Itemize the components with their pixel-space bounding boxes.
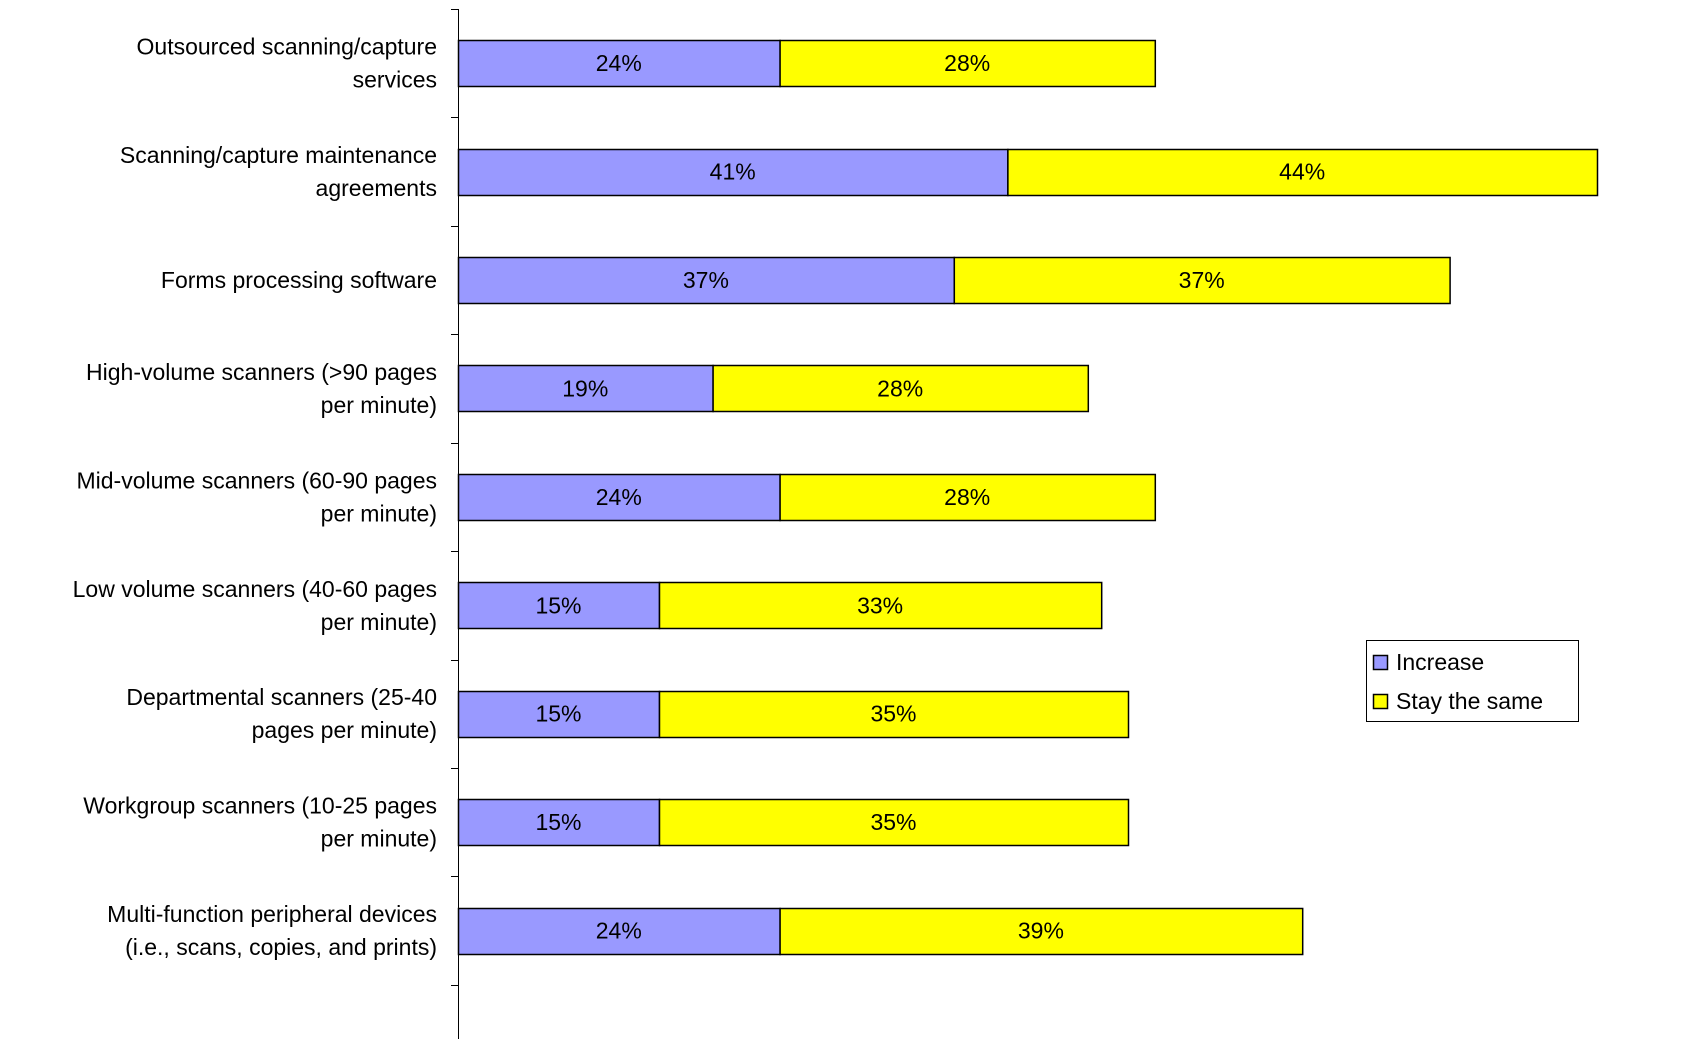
category-label-line: per minute) [321,392,437,418]
legend-swatch-increase [1372,654,1389,671]
category-label-line: Forms processing software [161,267,437,293]
data-label: 35% [870,701,916,727]
category-axis: Outsourced scanning/capture services Scann… [73,9,459,1039]
data-label: 28% [944,50,990,76]
data-label: 37% [683,267,729,293]
data-label: 35% [870,809,916,835]
category-label-line: Scanning/capture maintenance [120,142,437,168]
bar-stay-the-same [779,39,1157,88]
category-label-line: Multi-function peripheral devices [107,901,437,927]
bar-increase [457,256,956,305]
data-label: 39% [1018,918,1064,944]
category-label-line: per minute) [321,500,437,526]
bar-increase [457,39,781,88]
legend: Increase Stay the same [1366,640,1579,722]
legend-box [1366,640,1579,722]
category-label-line: per minute) [321,826,437,852]
category-label: Multi-function peripheral devices (i.e., … [107,901,437,960]
category-label-line: (i.e., scans, copies, and prints) [125,934,437,960]
bar-stay-the-same [712,364,1090,413]
data-label: 28% [944,484,990,510]
category-label-line: pages per minute) [252,717,437,743]
bar-stay-the-same [658,798,1130,847]
category-label: Workgroup scanners (10-25 pages per minut… [83,793,437,852]
category-label: Scanning/capture maintenance agreements [120,142,437,201]
bar-increase [457,690,661,739]
legend-label: Stay the same [1396,688,1543,714]
category-label-line: High-volume scanners (>90 pages [86,359,437,385]
data-label: 15% [535,809,581,835]
legend-label: Increase [1396,649,1484,675]
bar-stay-the-same [658,581,1103,630]
bar-stay-the-same [658,690,1130,739]
category-label-line: Workgroup scanners (10-25 pages [83,793,437,819]
bar-stay-the-same [779,907,1304,956]
data-label: 19% [562,375,608,401]
data-label: 33% [857,592,903,618]
bar-stay-the-same [953,256,1451,305]
category-label-line: services [353,67,437,93]
legend-swatch-stay-the-same [1372,693,1389,710]
category-label-line: Outsourced scanning/capture [137,34,437,60]
bar-stay-the-same [1007,148,1599,197]
category-label-line: Low volume scanners (40-60 pages [73,576,437,602]
category-label-line: Departmental scanners (25-40 [126,684,437,710]
bar-stay-the-same [779,473,1157,522]
category-label: Mid-volume scanners (60-90 pages per minu… [76,467,437,526]
bar-increase [457,364,714,413]
category-label: Departmental scanners (25-40 pages per mi… [126,684,437,743]
category-label: Outsourced scanning/capture services [137,34,437,93]
category-label-line: Mid-volume scanners (60-90 pages [76,467,437,493]
data-label: 24% [596,50,642,76]
data-label: 28% [877,375,923,401]
data-label: 24% [596,484,642,510]
data-label: 15% [535,701,581,727]
data-label: 15% [535,592,581,618]
bar-increase [457,148,1009,197]
category-label-line: per minute) [321,609,437,635]
data-label: 37% [1179,267,1225,293]
bars-layer: 24% 28% 41% 44% 37% 37% 19% 28% 24% 28% 15% 33% 15% 3… [457,39,1599,956]
category-label: High-volume scanners (>90 pages per minut… [86,359,437,418]
data-label: 44% [1279,159,1325,185]
data-label: 41% [710,159,756,185]
category-label: Forms processing software [161,267,437,293]
category-label-line: agreements [316,175,437,201]
data-label: 24% [596,918,642,944]
category-label: Low volume scanners (40-60 pages per minu… [73,576,437,635]
